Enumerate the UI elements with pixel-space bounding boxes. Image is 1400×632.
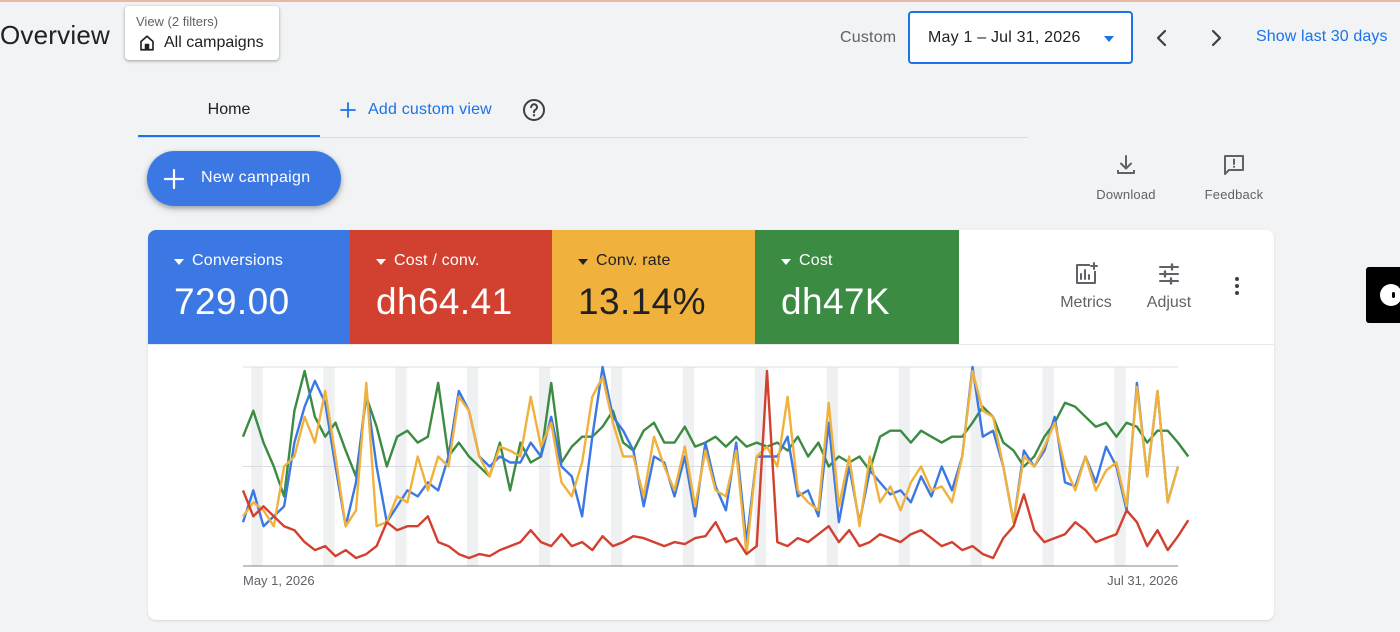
metrics-icon xyxy=(1076,262,1098,284)
download-button[interactable]: Download xyxy=(1092,153,1160,202)
widget-face-icon xyxy=(1380,284,1400,306)
chevron-right-icon[interactable] xyxy=(1204,24,1228,52)
scorecard-value: dh64.41 xyxy=(376,281,513,322)
adjust-button[interactable]: Adjust xyxy=(1139,262,1199,312)
dropdown-caret-icon xyxy=(174,259,184,265)
feedback-button[interactable]: Feedback xyxy=(1200,153,1268,202)
side-widget-button[interactable] xyxy=(1366,267,1400,323)
help-circle-icon[interactable] xyxy=(522,98,546,122)
x-axis-end-label: Jul 31, 2026 xyxy=(1107,573,1178,588)
top-accent-line xyxy=(0,0,1400,2)
add-custom-view-button[interactable]: Add custom view xyxy=(338,99,492,121)
download-label: Download xyxy=(1096,187,1156,202)
date-range-value: May 1 – Jul 31, 2026 xyxy=(928,29,1081,46)
feedback-label: Feedback xyxy=(1204,187,1264,202)
tab-home-label: Home xyxy=(207,101,251,118)
adjust-label: Adjust xyxy=(1146,294,1192,311)
scorecard-cost-per-conv[interactable]: Cost / conv. dh64.41 xyxy=(350,230,552,344)
scorecard-conv-rate[interactable]: Conv. rate 13.14% xyxy=(552,230,755,344)
view-picker-label: View (2 filters) xyxy=(136,14,219,29)
scorecard-label: Conv. rate xyxy=(596,252,671,269)
dropdown-caret-icon xyxy=(578,259,588,265)
metrics-label: Metrics xyxy=(1060,294,1112,311)
more-vert-icon[interactable] xyxy=(1225,274,1249,298)
new-campaign-label: New campaign xyxy=(201,169,311,186)
performance-line-chart: May 1, 2026 Jul 31, 2026 xyxy=(241,365,1190,588)
plus-icon xyxy=(340,102,356,118)
dropdown-caret-icon xyxy=(376,259,386,265)
scorecard-value: 729.00 xyxy=(174,281,290,322)
scorecard-conversions[interactable]: Conversions 729.00 xyxy=(148,230,350,344)
chevron-left-icon[interactable] xyxy=(1150,24,1174,52)
card-divider xyxy=(148,344,1274,345)
active-tab-indicator xyxy=(138,135,320,138)
series-line-conv-rate xyxy=(242,369,1180,556)
view-picker-value: All campaigns xyxy=(164,34,264,51)
show-last-30-days-link[interactable]: Show last 30 days xyxy=(1256,28,1388,45)
dropdown-caret-icon xyxy=(1104,36,1114,42)
store-icon xyxy=(140,35,154,51)
new-campaign-button[interactable]: New campaign xyxy=(147,151,341,206)
page-title: Overview xyxy=(0,20,110,50)
scorecard-cost[interactable]: Cost dh47K xyxy=(755,230,959,344)
scorecard-label: Cost xyxy=(799,252,833,269)
view-picker[interactable]: View (2 filters) All campaigns xyxy=(125,6,279,60)
tab-home[interactable]: Home xyxy=(138,86,320,138)
scorecard-value: dh47K xyxy=(781,281,890,322)
dropdown-caret-icon xyxy=(781,259,791,265)
scorecard-value: 13.14% xyxy=(578,281,706,322)
add-custom-view-label: Add custom view xyxy=(368,101,492,118)
scorecard-label: Cost / conv. xyxy=(394,252,480,269)
tab-bar-divider xyxy=(138,137,1028,138)
date-mode-label: Custom xyxy=(840,29,897,46)
widget-eye xyxy=(1392,292,1395,298)
metrics-button[interactable]: Metrics xyxy=(1054,262,1118,312)
adjust-icon xyxy=(1159,263,1179,285)
date-range-select[interactable]: May 1 – Jul 31, 2026 xyxy=(908,11,1133,64)
x-axis-start-label: May 1, 2026 xyxy=(243,573,315,588)
series-line-cost-conv xyxy=(241,369,1190,560)
download-icon xyxy=(1117,155,1135,174)
feedback-icon xyxy=(1224,155,1244,175)
plus-icon xyxy=(163,168,185,190)
scorecard-label: Conversions xyxy=(192,252,284,269)
chart-series xyxy=(241,365,1190,560)
performance-card: Conversions 729.00 Cost / conv. dh64.41 … xyxy=(148,230,1274,620)
